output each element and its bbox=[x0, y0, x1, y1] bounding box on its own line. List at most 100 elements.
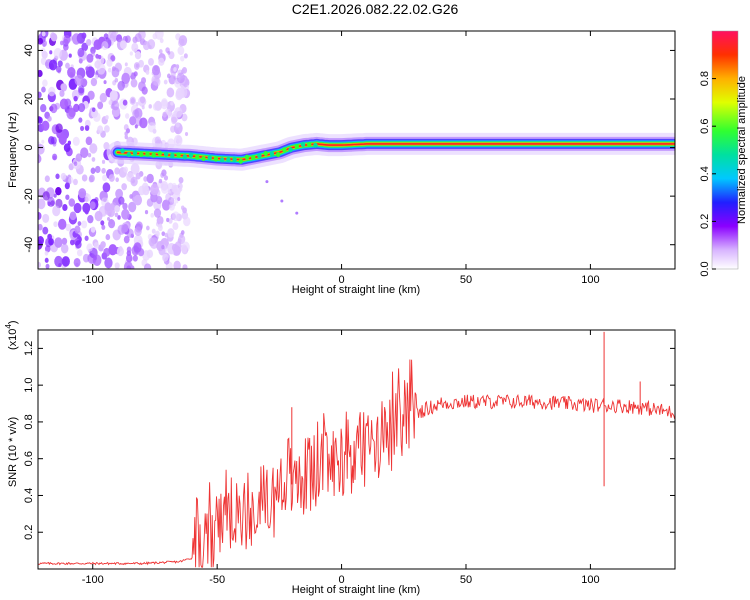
scatter-dot bbox=[280, 199, 284, 203]
noise-blob bbox=[158, 178, 163, 184]
noise-blob bbox=[158, 57, 165, 66]
noise-blob bbox=[93, 39, 102, 51]
noise-blob bbox=[69, 211, 77, 221]
ridge-bead bbox=[207, 155, 212, 161]
noise-blob bbox=[42, 79, 48, 87]
noise-blob bbox=[86, 243, 93, 252]
noise-blob bbox=[176, 72, 185, 84]
noise-blob bbox=[92, 254, 102, 266]
colorbar-tick-label: 0.6 bbox=[699, 119, 711, 134]
noise-blob bbox=[120, 40, 127, 50]
noise-blob bbox=[73, 95, 78, 102]
noise-blob bbox=[90, 226, 96, 233]
noise-blob bbox=[67, 66, 76, 78]
noise-blob bbox=[180, 55, 185, 62]
noise-blob bbox=[180, 244, 188, 254]
noise-blob bbox=[129, 265, 135, 269]
noise-blob bbox=[73, 202, 82, 214]
noise-blob bbox=[80, 125, 85, 132]
noise-blob bbox=[109, 218, 114, 225]
noise-blob bbox=[171, 184, 178, 193]
noise-blob bbox=[38, 261, 42, 268]
noise-blob bbox=[163, 175, 169, 181]
noise-blob bbox=[126, 265, 132, 269]
colorbar-tick-label: 0.8 bbox=[699, 71, 711, 86]
snr-series bbox=[38, 331, 675, 568]
snr-ytick-label: 0.6 bbox=[23, 451, 35, 466]
noise-blob bbox=[144, 210, 149, 215]
noise-blob bbox=[135, 102, 139, 107]
noise-blob bbox=[38, 211, 42, 220]
noise-blob bbox=[172, 211, 180, 222]
noise-blob bbox=[175, 122, 180, 128]
snr-ytick-label: 0.8 bbox=[23, 414, 35, 429]
snr-axes: -100 -50 0 50 100 0.2 0.4 0.6 0.8 1.0 1.2 bbox=[23, 330, 675, 586]
noise-blob bbox=[63, 34, 71, 45]
noise-blob bbox=[87, 90, 95, 101]
ridge-bead bbox=[182, 154, 188, 160]
noise-blob bbox=[130, 163, 140, 175]
noise-blob bbox=[141, 182, 149, 192]
noise-blob bbox=[50, 103, 58, 114]
noise-blob bbox=[124, 62, 128, 67]
noise-blob bbox=[163, 79, 168, 85]
noise-blob bbox=[158, 49, 163, 54]
noise-blob bbox=[93, 242, 100, 249]
spectrogram-xtick-label: -50 bbox=[209, 274, 225, 286]
noise-blob bbox=[115, 188, 124, 199]
noise-blob bbox=[44, 62, 49, 67]
ridge-bead bbox=[263, 150, 268, 157]
noise-blob bbox=[74, 74, 84, 86]
noise-blob bbox=[55, 186, 62, 196]
ridge-bead bbox=[132, 150, 138, 156]
scatter-dot bbox=[295, 211, 299, 215]
noise-blob bbox=[38, 198, 46, 210]
snr-xtick-label: -100 bbox=[82, 574, 104, 586]
noise-blob bbox=[91, 107, 96, 113]
noise-blob bbox=[152, 102, 159, 111]
noise-blob bbox=[153, 65, 159, 72]
noise-blob bbox=[89, 143, 98, 154]
noise-blob bbox=[55, 173, 60, 180]
snr-exponent-base: (x10 bbox=[7, 329, 19, 350]
noise-blob bbox=[54, 255, 63, 268]
noise-blob bbox=[123, 235, 130, 244]
noise-blob bbox=[48, 86, 56, 97]
noise-blob bbox=[95, 53, 100, 59]
noise-blob bbox=[130, 78, 138, 88]
noise-blob bbox=[181, 67, 188, 74]
noise-blob bbox=[38, 236, 44, 246]
noise-blob bbox=[139, 117, 148, 129]
noise-blob bbox=[44, 175, 50, 183]
noise-blob bbox=[87, 152, 92, 158]
noise-blob bbox=[114, 262, 120, 269]
noise-blob bbox=[71, 33, 81, 45]
noise-blob bbox=[181, 205, 185, 210]
ridge-bead bbox=[157, 150, 163, 156]
noise-blob bbox=[101, 224, 106, 230]
noise-blob bbox=[129, 51, 133, 56]
noise-blob bbox=[47, 197, 55, 208]
ridge-bead bbox=[126, 151, 132, 158]
noise-blob bbox=[57, 60, 63, 67]
noise-blob bbox=[129, 116, 137, 126]
noise-blob bbox=[59, 98, 69, 110]
noise-blob bbox=[148, 237, 156, 247]
noise-blob bbox=[40, 104, 47, 113]
noise-blob bbox=[78, 188, 87, 199]
noise-blob bbox=[63, 143, 71, 153]
ridge-bead bbox=[257, 153, 262, 159]
noise-blob bbox=[101, 159, 106, 164]
noise-blob bbox=[160, 183, 169, 194]
noise-blob bbox=[38, 223, 43, 231]
spectrogram-xtick-label: 100 bbox=[581, 274, 599, 286]
noise-blob bbox=[173, 67, 177, 72]
noise-blob bbox=[84, 125, 90, 132]
noise-blob bbox=[38, 69, 43, 78]
noise-blob bbox=[97, 125, 104, 134]
colorbar-label: Normalized spectral amplitude bbox=[736, 76, 748, 224]
noise-blob bbox=[150, 213, 154, 218]
snr-exponent: (x104) bbox=[4, 320, 19, 350]
noise-blob bbox=[114, 77, 119, 83]
noise-blob bbox=[105, 234, 111, 241]
